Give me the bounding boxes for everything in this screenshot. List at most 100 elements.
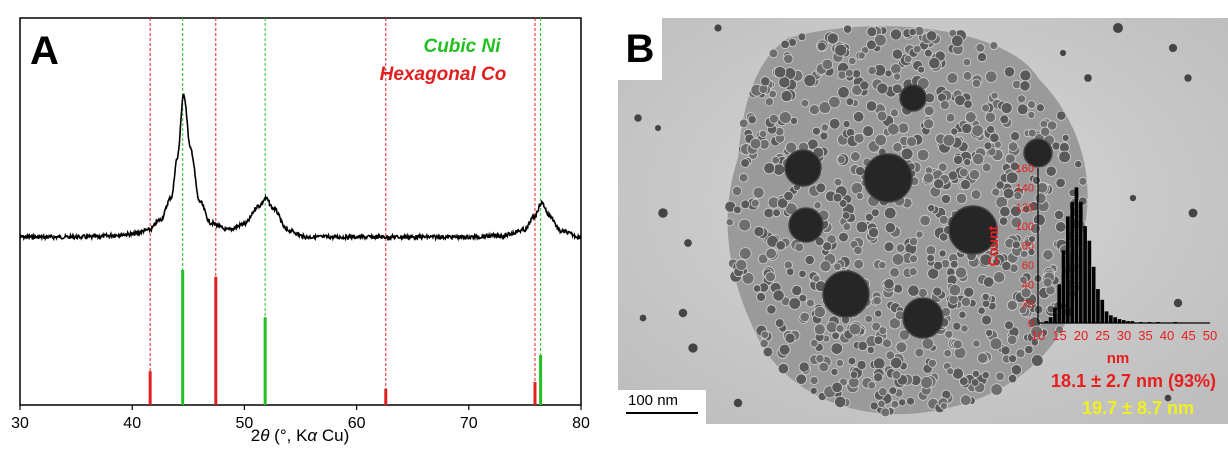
nanoparticle — [874, 309, 883, 318]
histogram-y-tick-label: 120 — [1016, 202, 1034, 214]
nanoparticle — [981, 103, 991, 113]
histogram-y-tick-label: 80 — [1022, 241, 1034, 253]
nanoparticle — [749, 137, 762, 150]
nanoparticle — [891, 83, 903, 94]
histogram-bar — [1139, 322, 1143, 323]
nanoparticle — [981, 299, 991, 309]
nanoparticle — [979, 253, 993, 267]
nanoparticle — [971, 124, 984, 137]
nanoparticle — [981, 292, 990, 301]
nanoparticle — [834, 43, 848, 57]
nanoparticle — [838, 231, 849, 243]
histogram-x-tick-label: 10 — [1031, 328, 1045, 343]
nanoparticle — [833, 262, 842, 271]
nanoparticle — [954, 94, 966, 107]
nanoparticle — [849, 370, 859, 379]
nanoparticle — [884, 69, 893, 78]
nanoparticle — [891, 48, 903, 60]
nanoparticle — [1016, 103, 1029, 116]
xrd-plot-frame — [19, 17, 582, 406]
x-tick-label: 60 — [348, 415, 366, 432]
nanoparticle — [889, 28, 902, 41]
nanoparticle — [830, 342, 844, 355]
nanoparticle — [856, 359, 867, 370]
nanoparticle — [962, 57, 972, 67]
nanoparticle — [759, 338, 769, 348]
nanoparticle — [933, 260, 944, 271]
nanoparticle — [890, 108, 899, 118]
histogram-y-tick-label: 60 — [1022, 260, 1034, 272]
nanoparticle — [887, 123, 900, 136]
size-stat-secondary: 19.7 ± 8.7 nm — [1082, 398, 1194, 418]
nanoparticle — [995, 371, 1005, 382]
nanoparticle — [948, 294, 959, 305]
nanoparticle — [813, 201, 822, 210]
nanoparticle — [848, 322, 862, 336]
nanoparticle — [970, 378, 980, 387]
nanoparticle — [943, 348, 953, 358]
nanoparticle — [878, 387, 888, 397]
nanoparticle — [873, 33, 887, 47]
nanoparticle — [983, 276, 995, 288]
tem-panel: 0 20 40 60 80 100 120 140 160 10 15 20 25 30 35 40 45 50… — [618, 18, 1228, 424]
nanoparticle — [952, 321, 962, 331]
nanoparticle — [776, 197, 789, 209]
scattered-nanoparticle — [688, 343, 698, 353]
histogram-bar — [1066, 216, 1070, 323]
nanoparticle — [752, 284, 762, 293]
nanoparticle — [876, 110, 888, 122]
nanoparticle — [738, 218, 752, 232]
histogram-bar — [1078, 201, 1083, 323]
nanoparticle — [1027, 111, 1036, 120]
nanoparticle — [834, 395, 847, 408]
scattered-nanoparticle — [1059, 49, 1067, 57]
nanoparticle — [803, 74, 817, 87]
nanoparticle — [1030, 354, 1044, 367]
nanoparticle — [853, 132, 865, 144]
nanoparticle — [932, 286, 943, 297]
hexagonal-co-reference-bar — [533, 382, 537, 405]
nanoparticle — [937, 162, 948, 173]
nanoparticle — [869, 401, 879, 411]
nanoparticle — [831, 381, 843, 394]
nanoparticle — [903, 54, 913, 64]
nanoparticle — [999, 205, 1011, 218]
nanoparticle — [778, 111, 792, 124]
nanoparticle — [874, 133, 887, 147]
histogram-x-ticks: 10 15 20 25 30 35 40 45 50 — [1031, 328, 1217, 343]
nanoparticle — [772, 289, 785, 302]
nanoparticle — [989, 41, 999, 51]
nanoparticle — [963, 99, 973, 110]
scale-bar-label: 100 nm — [628, 392, 679, 409]
nanoparticle — [867, 381, 876, 390]
nanoparticle — [1019, 275, 1028, 285]
nanoparticle — [738, 172, 749, 183]
nanoparticle — [915, 230, 924, 239]
histogram-bar — [1113, 317, 1117, 323]
nanoparticle — [1074, 160, 1083, 169]
nanoparticle — [872, 295, 882, 306]
nanoparticle — [890, 399, 900, 409]
nanoparticle — [841, 211, 851, 220]
nanoparticle — [878, 326, 888, 336]
x-tick-label: 80 — [572, 415, 590, 432]
nanoparticle — [960, 296, 972, 308]
histogram-bar — [1061, 250, 1066, 323]
scattered-nanoparticle — [684, 239, 692, 247]
nanoparticle — [763, 207, 775, 219]
nanoparticle — [890, 356, 903, 369]
nanoparticle — [837, 70, 847, 80]
nanoparticle — [771, 155, 780, 165]
nanoparticle — [740, 158, 750, 168]
histogram-x-tick-label: 45 — [1181, 328, 1195, 343]
histogram-bar — [1130, 321, 1135, 323]
nanoparticle — [855, 191, 864, 200]
nanoparticle — [876, 82, 889, 95]
scattered-nanoparticle — [639, 314, 647, 322]
histogram-x-tick-label: 25 — [1095, 328, 1109, 343]
nanoparticle — [768, 89, 777, 99]
histogram-bar — [1048, 317, 1053, 323]
xrd-panel: 30 40 50 60 70 80 A Cubic Ni Hexagonal Co 2θ … — [0, 0, 600, 446]
nanoparticle — [940, 193, 951, 205]
nanoparticle — [815, 182, 827, 194]
